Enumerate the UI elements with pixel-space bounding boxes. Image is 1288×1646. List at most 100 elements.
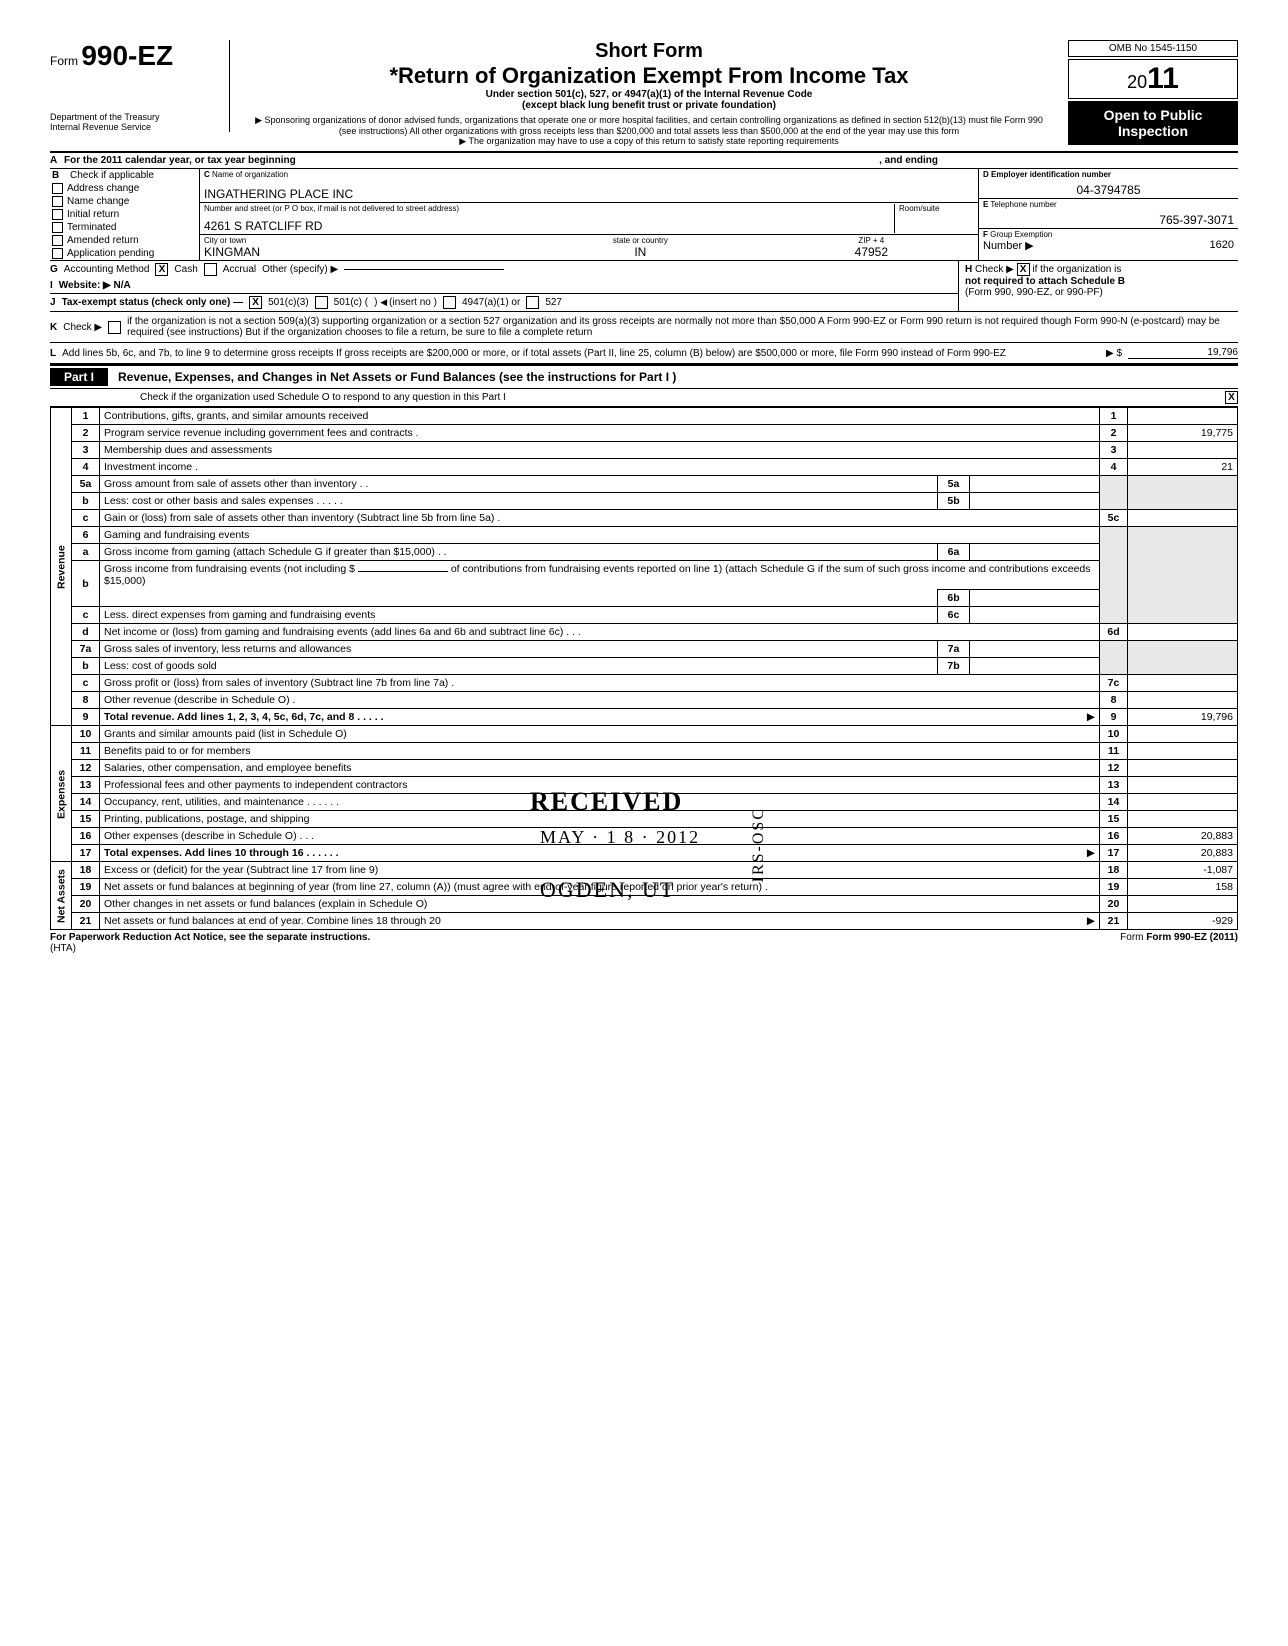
chk-501c[interactable]	[315, 296, 328, 309]
col-c: C Name of organization INGATHERING PLACE…	[200, 169, 978, 260]
line-6b-num: b	[72, 561, 100, 607]
chk-schedule-o[interactable]: X	[1225, 391, 1238, 404]
chk-amended[interactable]	[52, 235, 63, 246]
chk-app-pending[interactable]	[52, 248, 63, 259]
shade-6	[1100, 527, 1128, 624]
line-2-rn: 2	[1100, 425, 1128, 442]
shade-5	[1100, 476, 1128, 510]
other-specify-input[interactable]	[344, 269, 504, 270]
lbl-accrual: Accrual	[223, 264, 256, 275]
lbl-cash: Cash	[174, 264, 197, 275]
lbl-501c: 501(c) (	[334, 297, 368, 308]
line-15-text: Printing, publications, postage, and shi…	[100, 811, 1100, 828]
line-9-num: 9	[72, 709, 100, 726]
year-prefix: 20	[1127, 72, 1147, 92]
line-6d-val	[1128, 624, 1238, 641]
line-18-text: Excess or (deficit) for the year (Subtra…	[100, 862, 1100, 879]
line-19-rn: 19	[1100, 879, 1128, 896]
line-16-text: Other expenses (describe in Schedule O) …	[100, 828, 1100, 845]
line-14-text: Occupancy, rent, utilities, and maintena…	[100, 794, 1100, 811]
line-6c-mn: 6c	[938, 607, 970, 624]
line-19-text: Net assets or fund balances at beginning…	[100, 879, 1100, 896]
line-10-num: 10	[72, 726, 100, 743]
line-4-rn: 4	[1100, 459, 1128, 476]
line-9-rn: 9	[1100, 709, 1128, 726]
shade-5v	[1128, 476, 1238, 510]
chk-accrual[interactable]	[204, 263, 217, 276]
line-3-val	[1128, 442, 1238, 459]
open-label: Open to Public	[1074, 107, 1232, 123]
lbl-amended: Amended return	[67, 235, 139, 246]
line-1-val	[1128, 408, 1238, 425]
group-number-label: Number ▶	[983, 239, 1034, 252]
line-1-text: Contributions, gifts, grants, and simila…	[100, 408, 1100, 425]
chk-initial-return[interactable]	[52, 209, 63, 220]
line-17-num: 17	[72, 845, 100, 862]
line-6d-num: d	[72, 624, 100, 641]
line-9-val: 19,796	[1128, 709, 1238, 726]
lbl-insert-no: (insert no )	[389, 297, 437, 308]
chk-k[interactable]	[108, 321, 121, 334]
line-2-val: 19,775	[1128, 425, 1238, 442]
accounting-method: Accounting Method	[64, 264, 150, 275]
chk-name-change[interactable]	[52, 196, 63, 207]
line-8-text: Other revenue (describe in Schedule O) .	[100, 692, 1100, 709]
line-5b-text: Less: cost or other basis and sales expe…	[100, 493, 938, 510]
line-12-text: Salaries, other compensation, and employ…	[100, 760, 1100, 777]
chk-4947[interactable]	[443, 296, 456, 309]
part-1-title: Revenue, Expenses, and Changes in Net As…	[118, 370, 676, 384]
lbl-name-change: Name change	[67, 196, 129, 207]
label-f: F	[983, 230, 988, 239]
line-8-val	[1128, 692, 1238, 709]
line-17-val: 20,883	[1128, 845, 1238, 862]
line-20-text: Other changes in net assets or fund bala…	[100, 896, 1100, 913]
line-6c-mv	[970, 607, 1100, 624]
chk-cash[interactable]: X	[155, 263, 168, 276]
room-label: Room/suite	[899, 204, 974, 213]
lbl-address-change: Address change	[67, 183, 139, 194]
identity-block: B Check if applicable Address change Nam…	[50, 169, 1238, 261]
line-7c-text: Gross profit or (loss) from sales of inv…	[100, 675, 1100, 692]
k-text: if the organization is not a section 509…	[127, 316, 1238, 338]
line-17-text: Total expenses. Add lines 10 through 16 …	[100, 845, 1100, 862]
line-6d-rn: 6d	[1100, 624, 1128, 641]
page-footer: For Paperwork Reduction Act Notice, see …	[50, 930, 1238, 954]
chk-h[interactable]: X	[1017, 263, 1030, 276]
line-20-rn: 20	[1100, 896, 1128, 913]
label-g: G	[50, 264, 58, 275]
line-12-val	[1128, 760, 1238, 777]
lbl-4947: 4947(a)(1) or	[462, 297, 520, 308]
chk-address-change[interactable]	[52, 183, 63, 194]
header-note-2: The organization may have to use a copy …	[469, 136, 839, 146]
line-7a-num: 7a	[72, 641, 100, 658]
line-5b-num: b	[72, 493, 100, 510]
line-12-rn: 12	[1100, 760, 1128, 777]
chk-terminated[interactable]	[52, 222, 63, 233]
check-if-applicable: Check if applicable	[70, 170, 154, 181]
line-3-num: 3	[72, 442, 100, 459]
part-1-check-text: Check if the organization used Schedule …	[140, 392, 1219, 403]
col-def: D Employer identification number 04-3794…	[978, 169, 1238, 260]
city: KINGMAN	[204, 245, 512, 259]
website: Website: ▶ N/A	[59, 280, 131, 291]
line-8-rn: 8	[1100, 692, 1128, 709]
state: IN	[512, 245, 769, 259]
line-21-rn: 21	[1100, 913, 1128, 930]
line-5a-text: Gross amount from sale of assets other t…	[100, 476, 938, 493]
line-6b-spacer	[100, 590, 938, 607]
line-4-num: 4	[72, 459, 100, 476]
label-j: J	[50, 297, 56, 308]
line-6b-text1: Gross income from fundraising events (no…	[100, 561, 1100, 590]
label-i: I	[50, 280, 53, 291]
l-text: Add lines 5b, 6c, and 7b, to line 9 to d…	[62, 348, 1100, 359]
col-b: B Check if applicable Address change Nam…	[50, 169, 200, 260]
dept-treasury: Department of the Treasury	[50, 112, 221, 122]
line-20-val	[1128, 896, 1238, 913]
part-1-header: Part I Revenue, Expenses, and Changes in…	[50, 364, 1238, 389]
chk-527[interactable]	[526, 296, 539, 309]
shade-7v	[1128, 641, 1238, 675]
h-rest: if the organization is	[1032, 264, 1121, 275]
chk-501c3[interactable]: X	[249, 296, 262, 309]
line-6b-mv	[970, 590, 1100, 607]
footer-left: For Paperwork Reduction Act Notice, see …	[50, 932, 370, 943]
